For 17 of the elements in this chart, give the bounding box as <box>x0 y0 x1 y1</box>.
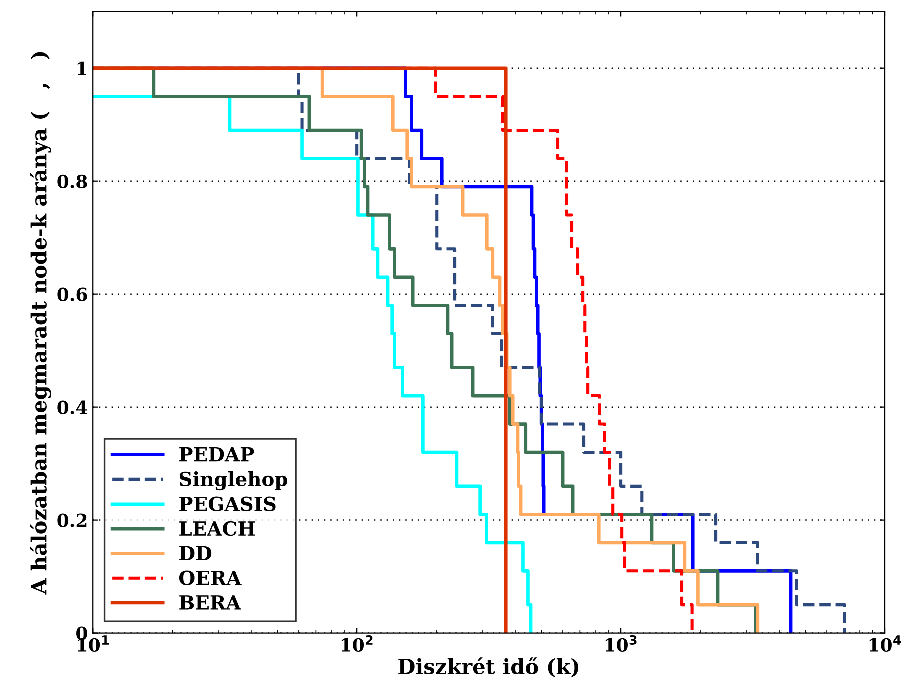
legend-label: PEDAP <box>180 447 254 462</box>
x-tick-label: 10$^{3}$ <box>606 635 637 652</box>
legend-label: DD <box>180 546 212 560</box>
legend-label: LEACH <box>180 521 256 536</box>
x-tick-label: 10$^{4}$ <box>870 636 902 652</box>
y-tick-label: 0.4 <box>58 400 88 414</box>
y-tick-label: 0.2 <box>58 514 87 528</box>
legend-label: BERA <box>180 596 242 610</box>
legend-label: OERA <box>179 570 242 586</box>
y-tick-label: 0.6 <box>58 288 88 302</box>
y-tick-label: 1 <box>78 62 86 76</box>
x-axis-title: Diszkrét idő (k) <box>398 658 579 678</box>
legend-label: PEGASIS <box>180 496 276 512</box>
y-axis-title: A hálózatban megmaradt node-k aránya ( , ) <box>30 52 52 595</box>
x-tick-label: 10$^{2}$ <box>342 635 373 652</box>
legend-label: Singlehop <box>180 471 288 491</box>
y-tick-label: 0.8 <box>58 174 88 188</box>
